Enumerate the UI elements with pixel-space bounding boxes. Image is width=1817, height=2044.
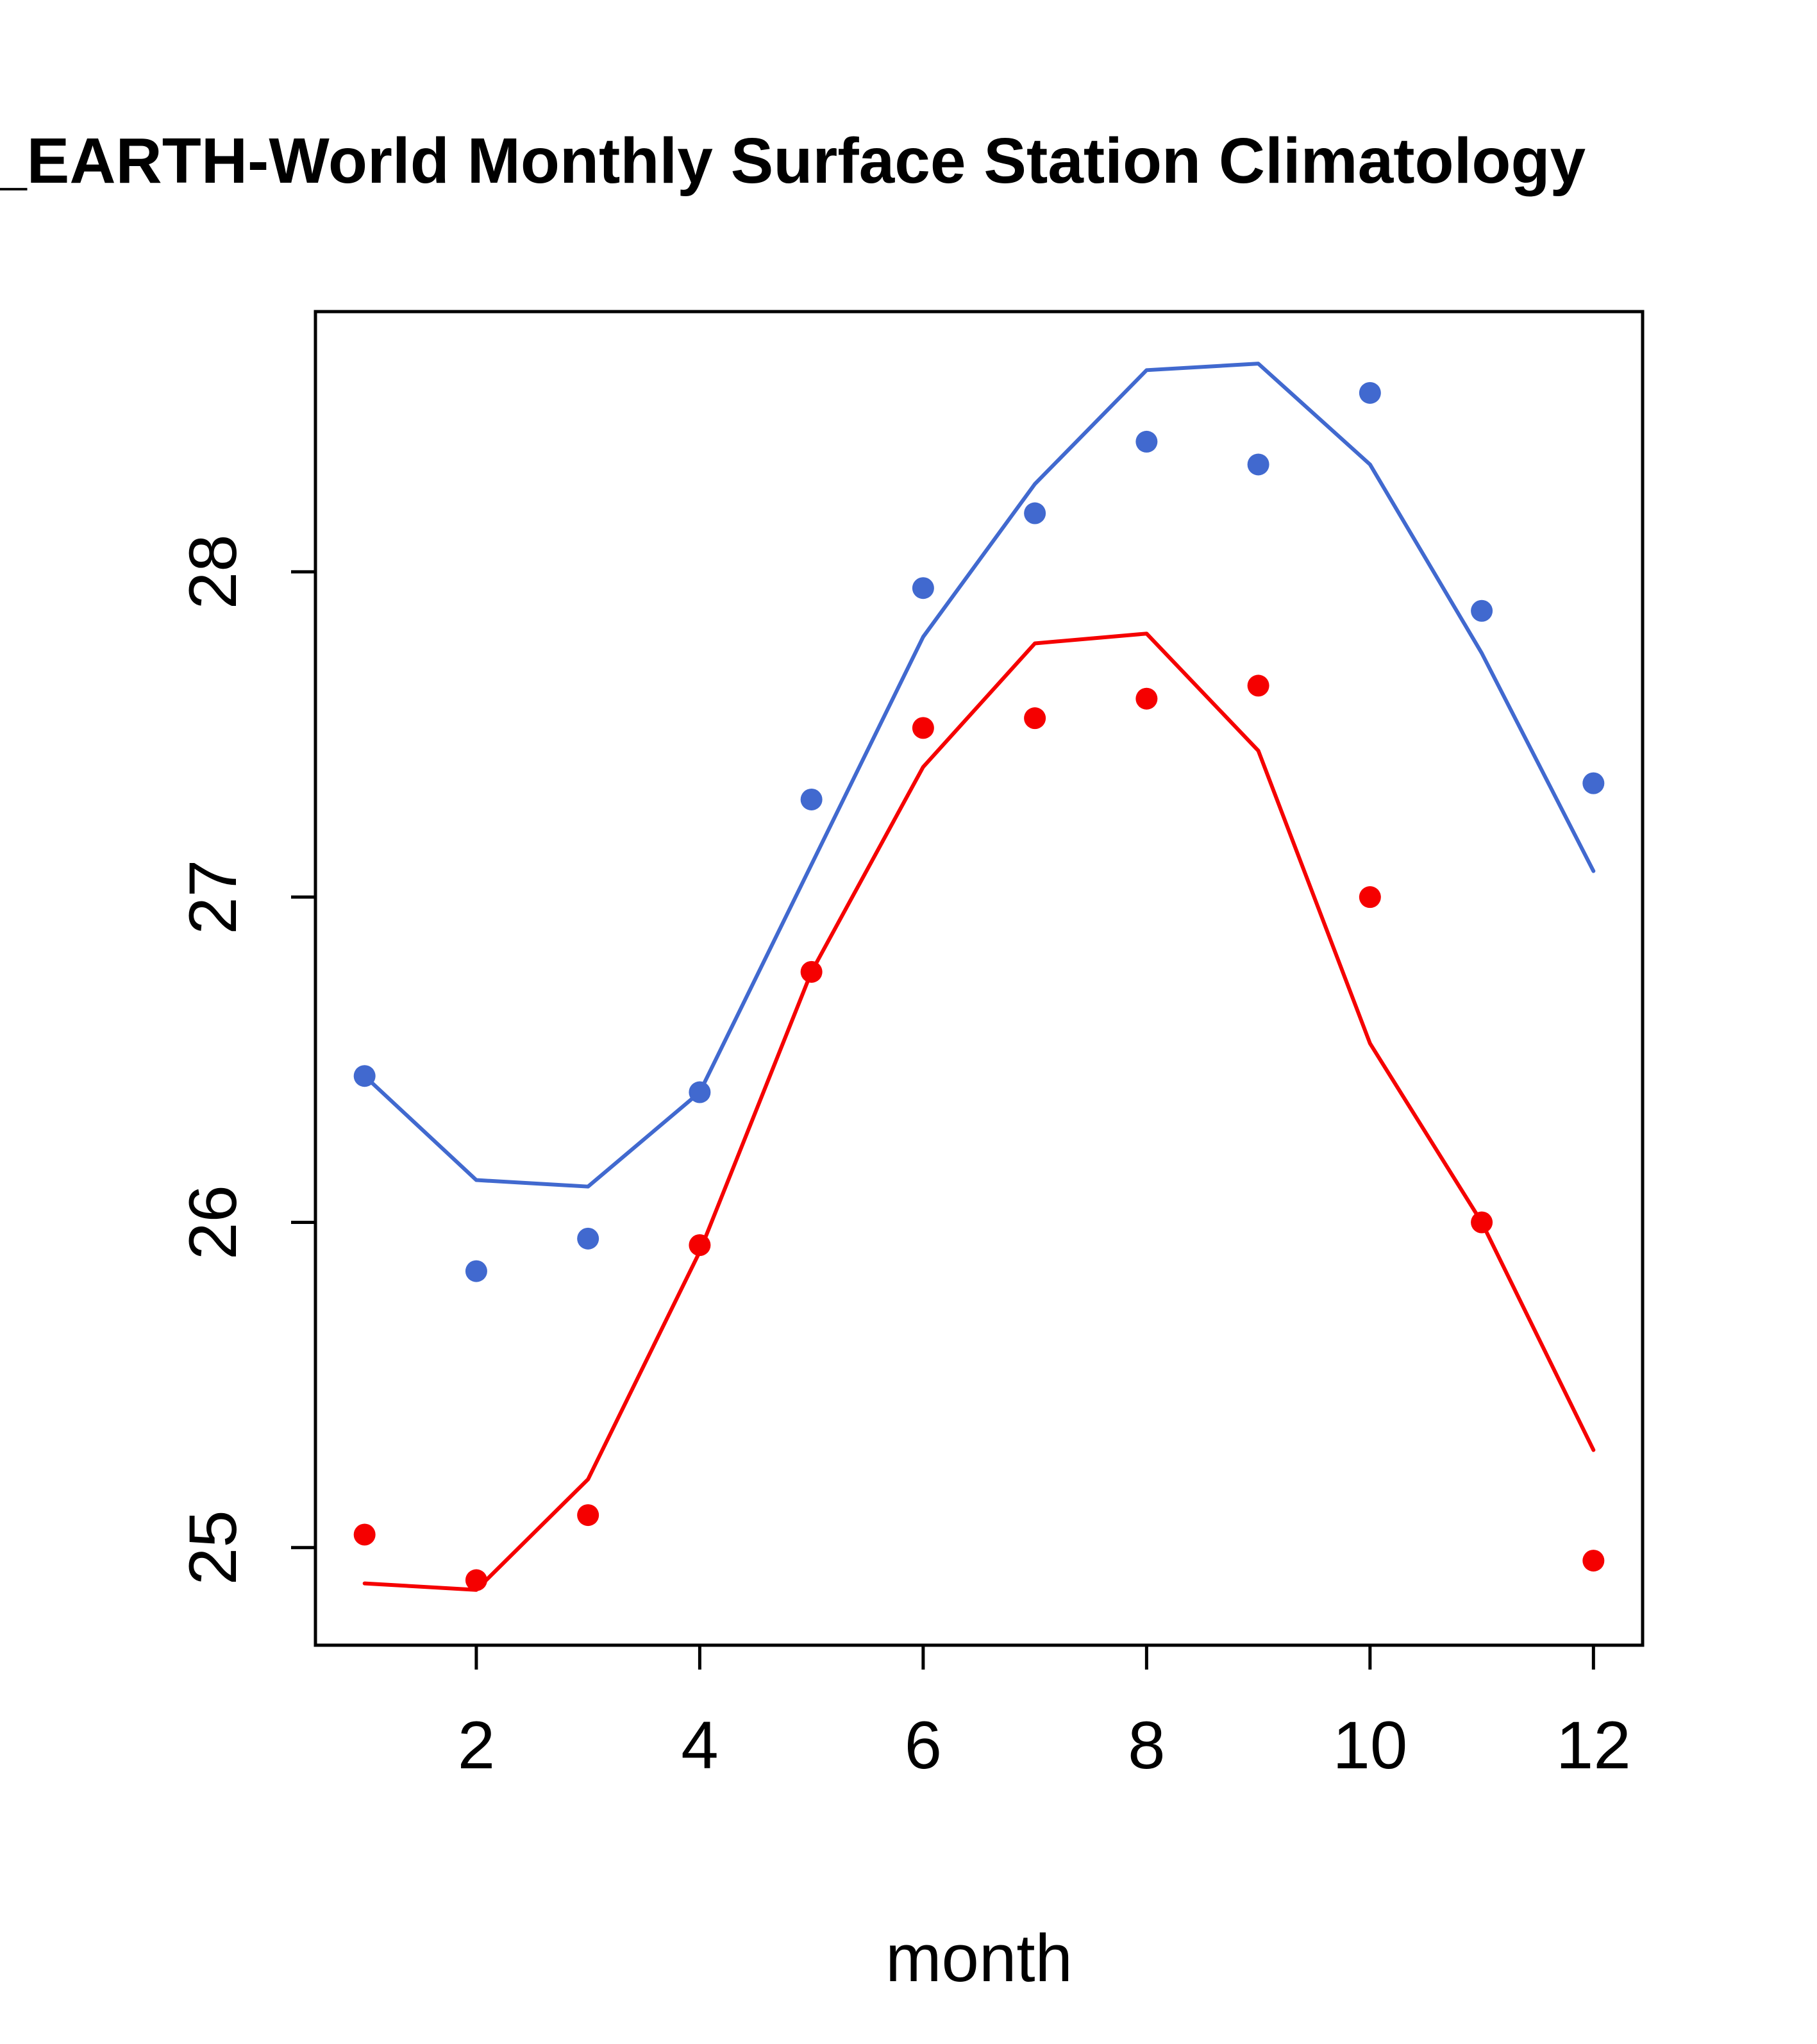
- blue-series-point: [1359, 381, 1381, 404]
- chart-title: _EARTH-World Monthly Surface Station Cli…: [0, 125, 1586, 197]
- blue-series-line: [362, 362, 1596, 1189]
- red-series-point: [1359, 886, 1381, 909]
- blue-series-point: [1471, 599, 1493, 622]
- blue-series-point: [577, 1227, 599, 1250]
- red-series-point: [800, 960, 823, 983]
- red-series-point: [1247, 674, 1269, 697]
- y-tick-label: 25: [176, 1510, 251, 1585]
- x-tick-label: 8: [1128, 1708, 1165, 1783]
- x-tick-label: 12: [1556, 1708, 1631, 1783]
- red-series-point: [353, 1523, 376, 1546]
- blue-series-point: [912, 577, 934, 599]
- blue-series-point: [465, 1260, 487, 1282]
- red-series-point: [912, 717, 934, 739]
- blue-series-point: [353, 1065, 376, 1087]
- x-tick-label: 6: [905, 1708, 942, 1783]
- red-series-point: [1471, 1211, 1493, 1234]
- red-series-point: [577, 1504, 599, 1527]
- blue-series-point: [1135, 430, 1158, 453]
- red-series-line: [362, 632, 1596, 1592]
- red-series-point: [1135, 687, 1158, 710]
- y-tick-label: 27: [176, 860, 251, 935]
- plot-box: [314, 310, 1645, 1647]
- blue-series-point: [1247, 453, 1269, 476]
- blue-series-point: [1024, 502, 1046, 524]
- y-tick-label: 26: [176, 1185, 251, 1260]
- x-tick-label: 2: [458, 1708, 495, 1783]
- x-axis-label: month: [885, 1921, 1073, 1996]
- blue-series-point: [1582, 772, 1605, 794]
- x-tick-label: 4: [681, 1708, 718, 1783]
- blue-series-point: [689, 1081, 711, 1103]
- red-series-point: [689, 1234, 711, 1256]
- blue-series-point: [800, 788, 823, 810]
- red-series-point: [465, 1569, 487, 1591]
- red-series-point: [1582, 1550, 1605, 1572]
- x-tick-label: 10: [1332, 1708, 1407, 1783]
- chart-content: 2 4 6 8 10 12 25 26 27 28: [176, 362, 1631, 1783]
- y-tick-label: 28: [176, 534, 251, 609]
- red-series-point: [1024, 707, 1046, 730]
